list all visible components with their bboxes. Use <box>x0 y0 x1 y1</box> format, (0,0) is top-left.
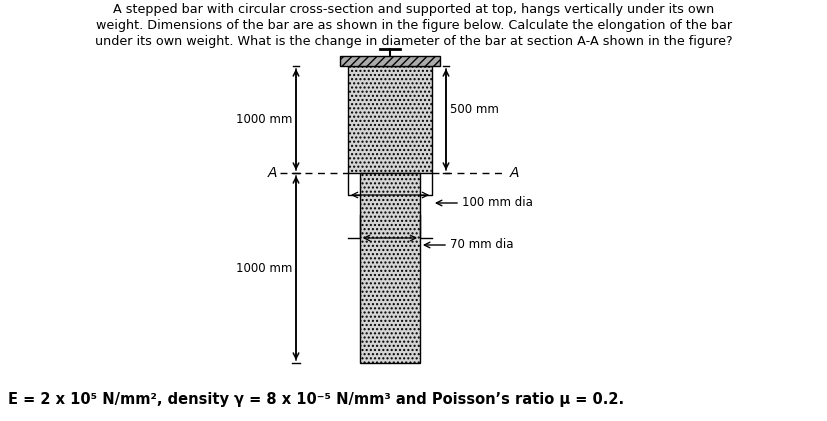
Text: 1000 mm: 1000 mm <box>236 261 292 274</box>
Text: 70 mm dia: 70 mm dia <box>449 239 513 251</box>
Text: A: A <box>509 166 519 180</box>
Text: 1000 mm: 1000 mm <box>236 113 292 126</box>
Text: E = 2 x 10⁵ N/mm², density γ = 8 x 10⁻⁵ N/mm³ and Poisson’s ratio μ = 0.2.: E = 2 x 10⁵ N/mm², density γ = 8 x 10⁻⁵ … <box>8 392 624 407</box>
Text: 500 mm: 500 mm <box>449 103 499 116</box>
Bar <box>347 66 432 173</box>
Text: A: A <box>267 166 277 180</box>
Text: weight. Dimensions of the bar are as shown in the figure below. Calculate the el: weight. Dimensions of the bar are as sho… <box>96 19 731 32</box>
Text: 100 mm dia: 100 mm dia <box>461 197 533 210</box>
Bar <box>340 56 439 66</box>
Text: under its own weight. What is the change in diameter of the bar at section A-A s: under its own weight. What is the change… <box>95 35 732 48</box>
Text: A stepped bar with circular cross-section and supported at top, hangs vertically: A stepped bar with circular cross-sectio… <box>113 3 714 16</box>
Bar <box>360 173 419 363</box>
